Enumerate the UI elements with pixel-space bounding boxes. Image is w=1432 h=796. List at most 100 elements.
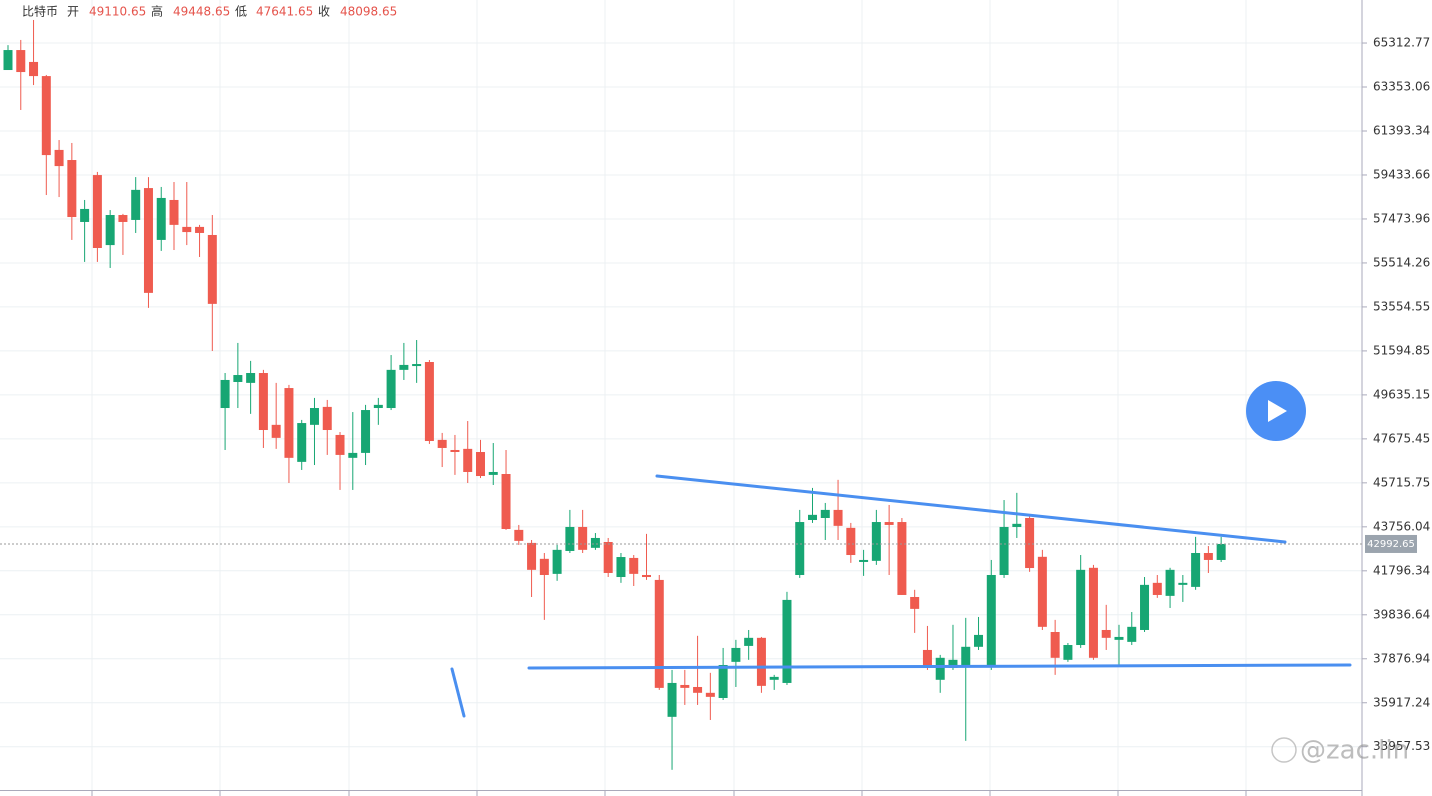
candles [3,19,1226,770]
candle-body [680,684,690,688]
candle-body [897,522,907,595]
candle-body [565,526,575,551]
candle-body [616,557,626,578]
candle-body [3,50,13,71]
candle-body [220,379,230,409]
y-tick-label: 49635.15 [1373,387,1430,401]
candle-body [207,234,217,304]
candle-body [782,599,792,683]
candle-body [527,542,537,570]
candle-body [731,647,741,662]
low-label: 低 [235,5,247,19]
candle-body [603,542,613,573]
symbol: 比特币 [22,4,58,19]
watermark: @zac.lin [1271,736,1409,766]
candle-body [884,522,894,525]
candle-body [1037,556,1047,627]
candle-body [1114,636,1124,640]
y-tick-label: 61393.34 [1373,123,1430,137]
watermark-icon [1271,737,1297,763]
candle-body [833,509,843,526]
candle-body [654,579,664,688]
y-tick-label: 45715.75 [1373,475,1430,489]
trend-line [655,474,1287,544]
y-tick-label: 63353.06 [1373,80,1430,94]
candle-body [756,637,766,686]
high-label: 高 [151,4,163,19]
candle-body [169,199,179,225]
y-tick-label: 41796.34 [1373,563,1430,577]
open-value: 49110.65 [89,5,146,19]
candle-body [412,364,422,367]
y-tick-label: 65312.77 [1373,36,1430,50]
horizontal-grid [0,42,1362,748]
candle-body [1076,569,1086,646]
candle-body [769,676,779,680]
candle-body [246,373,256,383]
candle-body [1127,626,1137,642]
candle-body [92,175,102,248]
candle-body [552,549,562,574]
candle-body [29,61,39,77]
play-icon[interactable] [1268,400,1287,422]
candle-body [41,76,51,156]
candle-body [182,226,192,233]
y-tick-label: 55514.26 [1373,255,1430,269]
candle-body [1140,584,1150,630]
candle-body [935,657,945,680]
candle-body [1012,523,1022,527]
candle-body [297,423,307,462]
header: 比特币 开 49110.65 高 49448.65 低 47641.65 收 4… [22,4,397,19]
candle-body [948,659,958,668]
candle-body [195,226,205,233]
y-tick-label: 53554.55 [1373,299,1430,313]
candle-body [718,664,728,698]
play-button[interactable] [1246,381,1306,441]
watermark-text: @zac.lin [1300,736,1409,766]
candle-body [67,160,77,218]
candle-body [846,527,856,556]
candle-body [999,526,1009,575]
y-tick-label: 35917.24 [1373,695,1430,709]
candle-body [871,522,881,561]
candle-body [859,559,869,562]
candle-body [1191,553,1201,587]
candle-body [156,197,166,240]
candle-body [386,369,396,409]
candle-body [1216,543,1226,560]
candle-body [309,408,319,425]
candle-body [514,529,524,541]
candle-body [820,509,830,518]
candle-body [667,682,677,717]
candle-body [105,215,115,246]
close-value: 48098.65 [340,5,397,19]
candle-body [284,388,294,458]
candle-body [1203,553,1213,560]
close-label: 收 [318,5,330,19]
candle-body [1025,517,1035,569]
candle-body [463,448,473,472]
candle-body [693,686,703,693]
candle-body [808,514,818,521]
candle-body [1088,567,1098,658]
trend-lines [450,474,1352,718]
candle-body [488,471,498,475]
y-tick-label: 33957.53 [1373,739,1430,753]
candle-body [1101,629,1111,638]
candle-body [1178,582,1188,585]
candle-body [974,634,984,647]
candle-body [424,362,434,442]
candle-body [131,189,141,220]
candle-body [922,649,932,668]
candle-body [16,50,26,73]
candle-body [233,375,243,382]
candle-body [322,406,332,431]
candle-body [475,452,485,477]
candle-body [361,410,371,453]
candle-body [373,404,383,409]
candle-body [1165,569,1175,596]
candle-body [399,364,409,370]
candle-body [437,439,447,448]
candle-body [143,188,153,293]
candle-body [118,215,128,222]
